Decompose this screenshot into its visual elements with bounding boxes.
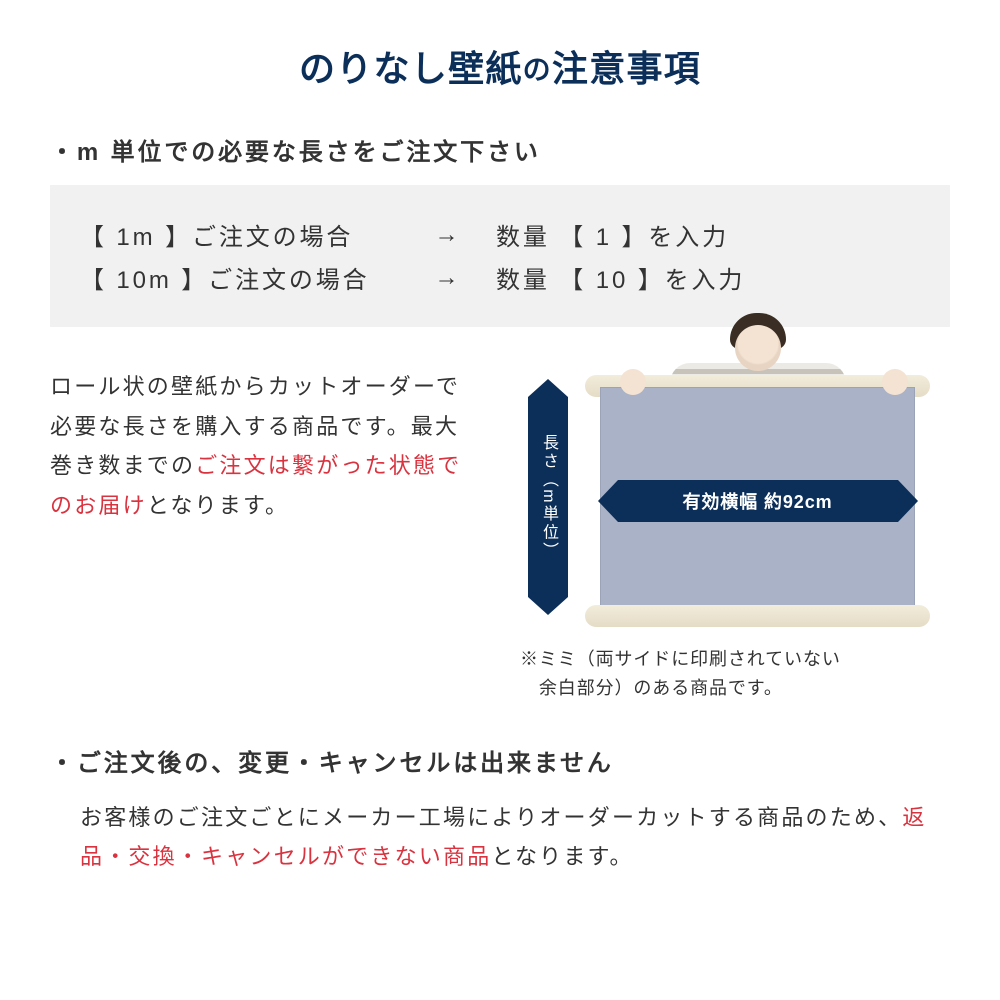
arrow-icon: →: [428, 264, 468, 292]
example-lhs: 【 1m 】ご注文の場合: [80, 217, 400, 252]
title-part2: 注意事項: [552, 48, 701, 89]
section2-body-2: となります。: [491, 844, 633, 869]
vertical-arrow-label: 長さ（m単位）: [536, 434, 560, 560]
mimi-note: ※ミミ（両サイドに印刷されていない 余白部分）のある商品です。: [520, 645, 940, 703]
horizontal-width-arrow: 有効横幅 約92cm: [618, 480, 898, 522]
order-example-box: 【 1m 】ご注文の場合 → 数量 【 1 】を入力 【 10m 】ご注文の場合…: [50, 185, 950, 327]
note-line1: ※ミミ（両サイドに印刷されていない: [520, 649, 841, 669]
section1-heading: ・m 単位での必要な長さをご注文下さい: [50, 132, 950, 167]
section2-body: お客様のご注文ごとにメーカー工場によりオーダーカットする商品のため、返品・交換・…: [50, 798, 950, 877]
vertical-length-arrow: 長さ（m単位）: [528, 397, 568, 597]
section2-body-1: お客様のご注文ごとにメーカー工場によりオーダーカットする商品のため、: [80, 805, 902, 830]
hand-left-illustration: [620, 369, 646, 395]
title-no: の: [523, 54, 552, 85]
example-row: 【 10m 】ご注文の場合 → 数量 【 10 】を入力: [80, 260, 920, 295]
person-head-illustration: [735, 325, 781, 371]
example-rhs: 数量 【 10 】を入力: [496, 260, 920, 295]
mid-text-2: となります。: [147, 493, 289, 518]
title-part1: のりなし壁紙: [299, 48, 523, 89]
horizontal-arrow-label: 有効横幅 約92cm: [682, 488, 832, 514]
example-lhs: 【 10m 】ご注文の場合: [80, 260, 400, 295]
mid-section: ロール状の壁紙からカットオーダーで必要な長さを購入する商品です。最大巻き数までの…: [50, 367, 950, 703]
diagram-container: 長さ（m単位） 有効横幅 約92cm ※ミミ（両サイドに印刷されていない 余白部…: [510, 367, 950, 703]
example-rhs: 数量 【 1 】を入力: [496, 217, 920, 252]
wallpaper-sheet: 有効横幅 約92cm: [600, 387, 915, 615]
page-title: のりなし壁紙の注意事項: [50, 40, 950, 92]
note-line2: 余白部分）のある商品です。: [520, 678, 783, 698]
roll-bottom-illustration: [585, 605, 930, 627]
arrow-icon: →: [428, 221, 468, 249]
wallpaper-diagram: 長さ（m単位） 有効横幅 約92cm: [510, 367, 950, 627]
section2-heading: ・ご注文後の、変更・キャンセルは出来ません: [50, 743, 950, 778]
mid-description: ロール状の壁紙からカットオーダーで必要な長さを購入する商品です。最大巻き数までの…: [50, 367, 480, 525]
hand-right-illustration: [882, 369, 908, 395]
example-row: 【 1m 】ご注文の場合 → 数量 【 1 】を入力: [80, 217, 920, 252]
